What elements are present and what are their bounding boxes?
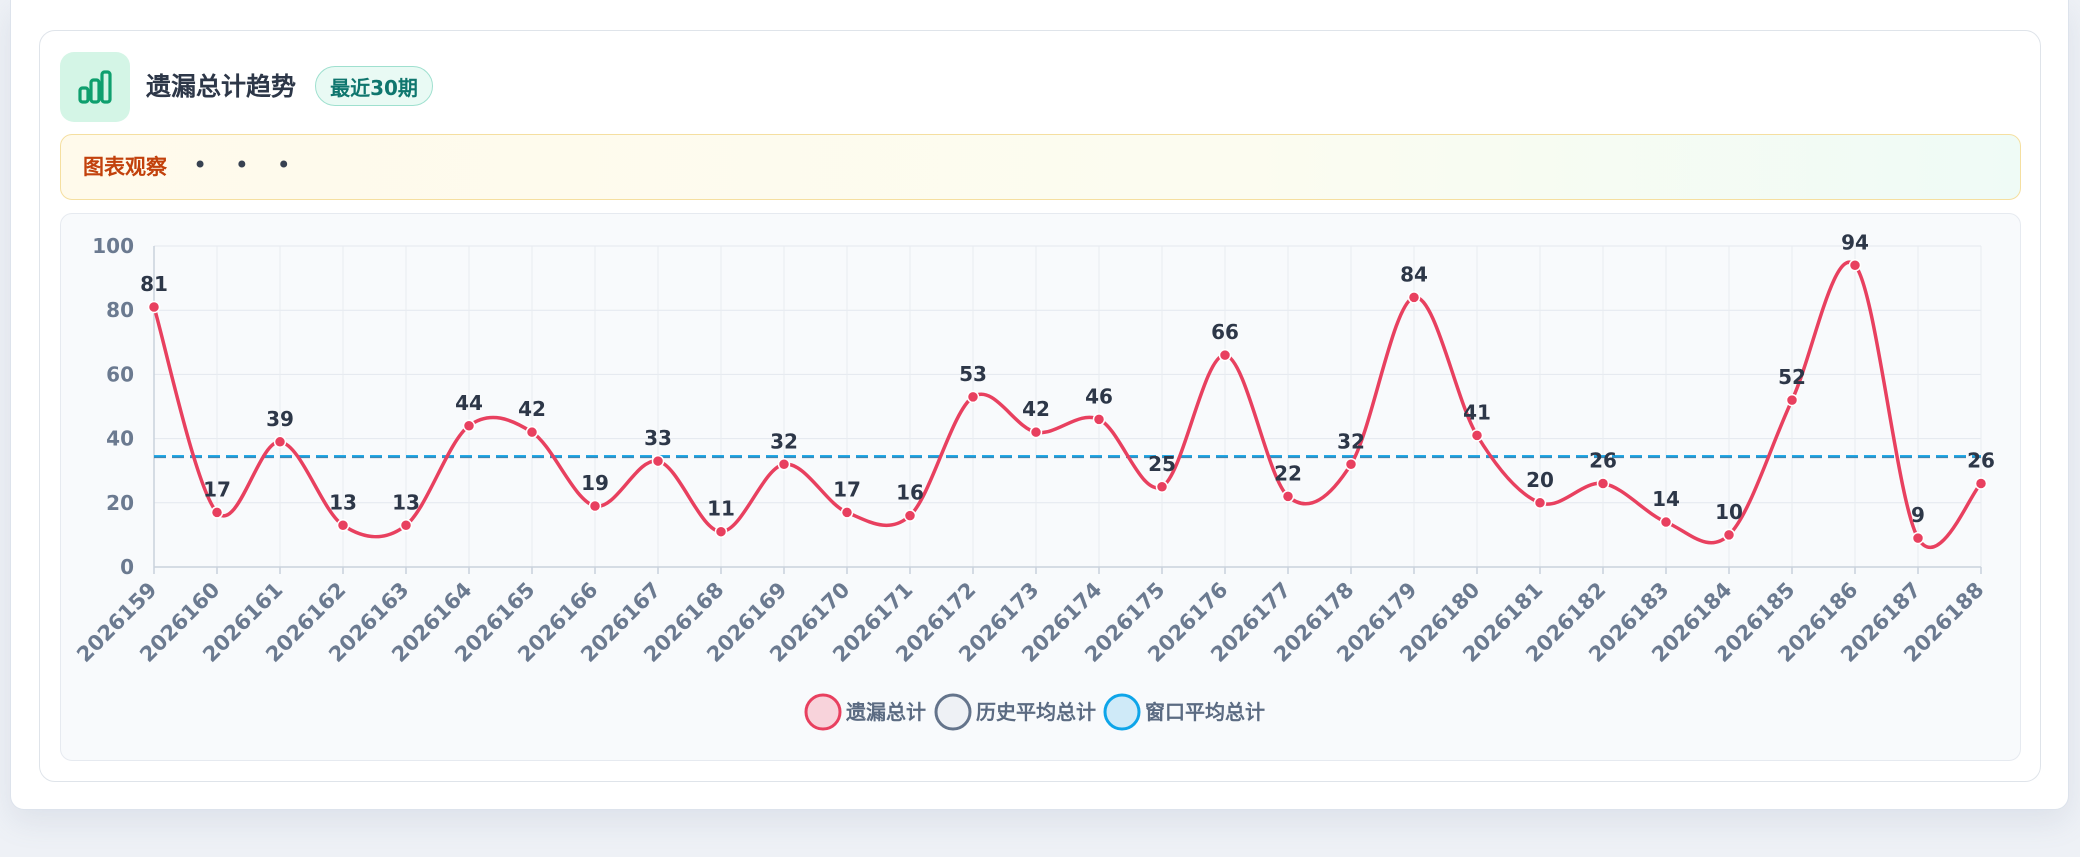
- data-label: 44: [455, 391, 483, 415]
- data-point: [1155, 480, 1169, 493]
- data-label: 20: [1526, 468, 1554, 492]
- series-line-missing-total: [152, 260, 1983, 550]
- data-label: 42: [518, 397, 546, 421]
- data-point: [399, 519, 413, 532]
- period-badge: 最近30期: [315, 66, 433, 106]
- legend-label: 窗口平均总计: [1145, 700, 1265, 724]
- data-label: 32: [1337, 429, 1365, 453]
- data-label: 32: [770, 429, 798, 453]
- chart-observation-label: 图表观察: [83, 155, 167, 179]
- chart-panel: [60, 213, 2021, 761]
- data-point: [1785, 393, 1799, 407]
- data-point: [1344, 458, 1358, 471]
- data-point: [210, 506, 224, 519]
- data-point: [336, 519, 350, 532]
- data-label: 26: [1589, 449, 1617, 473]
- more-dots-icon[interactable]: • • •: [193, 151, 301, 179]
- data-point: [1029, 425, 1043, 439]
- data-label: 19: [581, 471, 609, 495]
- data-label: 14: [1652, 487, 1680, 511]
- data-label: 94: [1841, 230, 1869, 254]
- data-label: 13: [392, 490, 420, 514]
- chart-observation-banner[interactable]: 图表观察 • • •: [60, 134, 2021, 200]
- legend-item[interactable]: 遗漏总计: [804, 693, 926, 731]
- y-tick-label: 20: [106, 491, 134, 515]
- y-tick-label: 0: [120, 555, 134, 579]
- data-point: [1218, 348, 1232, 362]
- data-label: 26: [1967, 449, 1995, 473]
- data-label: 13: [329, 490, 357, 514]
- data-point: [651, 454, 665, 468]
- data-point: [1533, 496, 1547, 510]
- data-label: 41: [1463, 400, 1491, 424]
- data-point: [840, 506, 854, 519]
- data-point: [1659, 515, 1673, 529]
- data-point: [903, 509, 917, 522]
- legend-item[interactable]: 窗口平均总计: [1103, 693, 1265, 731]
- data-label: 81: [140, 272, 168, 296]
- data-label: 52: [1778, 365, 1806, 389]
- data-label: 46: [1085, 384, 1113, 408]
- data-label: 11: [707, 497, 735, 521]
- data-label: 17: [833, 477, 861, 501]
- legend-label: 历史平均总计: [976, 700, 1096, 724]
- legend-item[interactable]: 历史平均总计: [934, 693, 1096, 731]
- data-point: [1722, 528, 1736, 542]
- data-point: [525, 425, 539, 439]
- data-point: [1974, 477, 1988, 490]
- data-point: [1470, 429, 1484, 442]
- data-point: [1596, 477, 1610, 490]
- legend-swatch: [934, 693, 972, 731]
- data-point: [462, 419, 476, 433]
- y-tick-label: 40: [106, 427, 134, 451]
- data-point: [966, 390, 980, 404]
- data-label: 53: [959, 362, 987, 386]
- legend-label: 遗漏总计: [845, 700, 926, 724]
- data-label: 22: [1274, 461, 1302, 485]
- data-point: [1092, 413, 1106, 426]
- legend-swatch: [1103, 693, 1141, 731]
- data-label: 17: [203, 477, 231, 501]
- data-label: 25: [1148, 452, 1176, 476]
- bar-chart-icon: [60, 52, 130, 122]
- data-label: 16: [896, 481, 924, 505]
- data-point: [1848, 259, 1862, 272]
- legend-swatch: [804, 693, 842, 731]
- data-label: 42: [1022, 397, 1050, 421]
- data-point: [1281, 490, 1295, 503]
- y-tick-label: 100: [92, 234, 134, 258]
- data-label: 66: [1211, 320, 1239, 344]
- data-point: [777, 458, 791, 471]
- data-point: [588, 499, 602, 513]
- data-point: [714, 525, 728, 538]
- data-label: 84: [1400, 262, 1428, 286]
- y-tick-label: 80: [106, 298, 134, 322]
- data-point: [1407, 291, 1421, 304]
- page-title: 遗漏总计趋势: [146, 72, 297, 101]
- data-point: [273, 435, 287, 449]
- data-point: [1911, 531, 1925, 545]
- data-label: 10: [1715, 500, 1743, 524]
- data-point: [147, 300, 161, 314]
- data-label: 9: [1911, 503, 1925, 527]
- y-tick-label: 60: [106, 362, 134, 386]
- data-label: 33: [644, 426, 672, 450]
- data-label: 39: [266, 407, 294, 431]
